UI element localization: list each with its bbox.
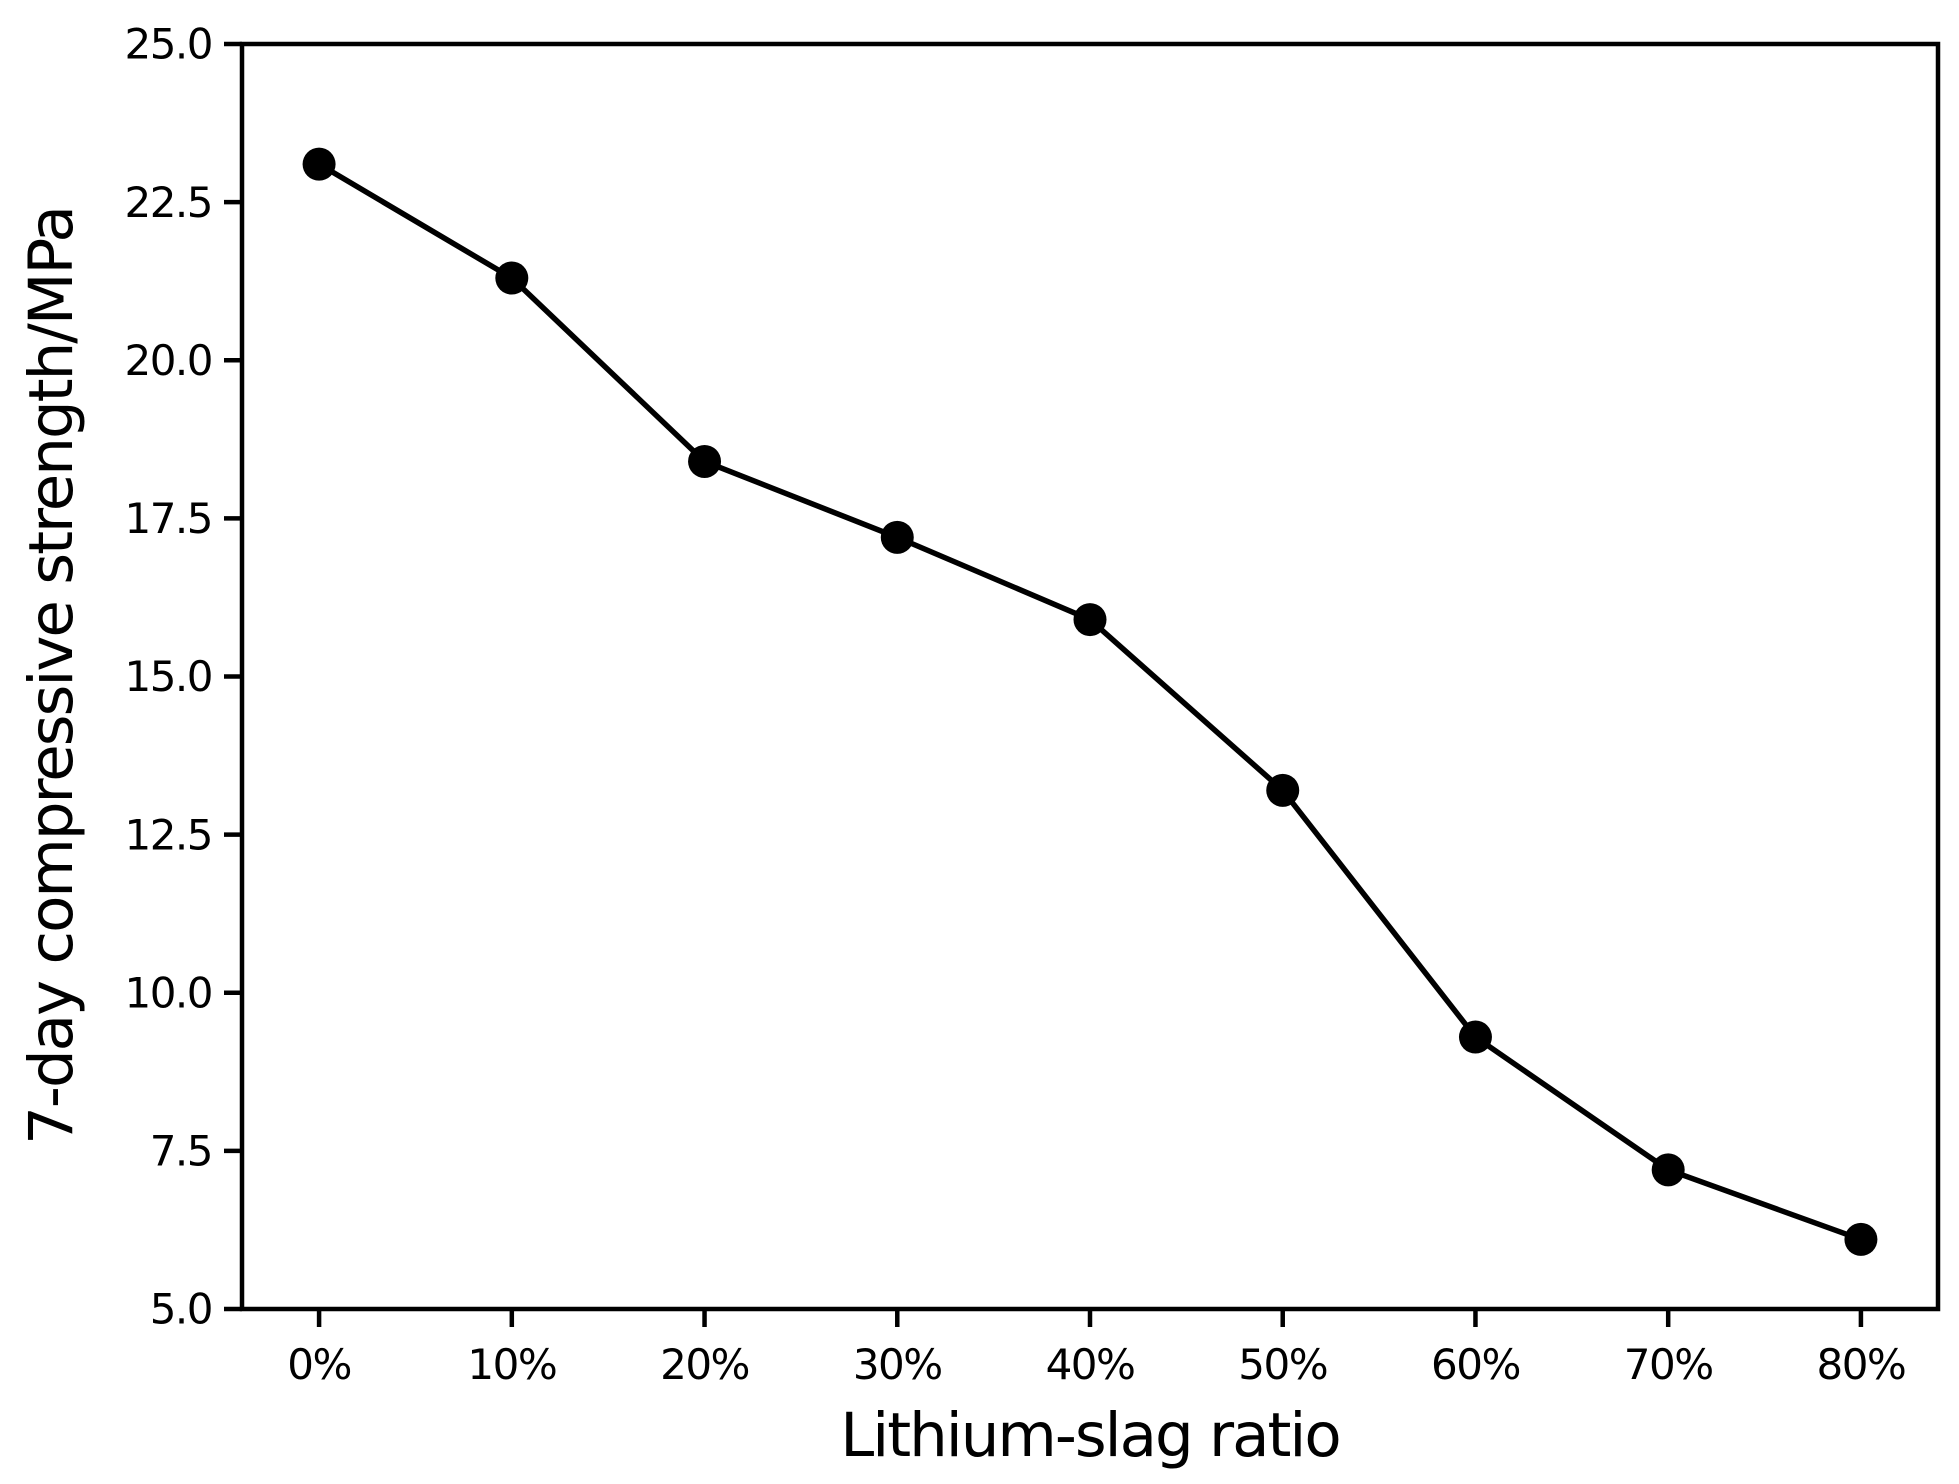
- x-axis-label: Lithium-slag ratio: [840, 1400, 1339, 1471]
- y-tick-label: 12.5: [124, 810, 212, 859]
- x-tick-label: 50%: [1238, 1340, 1327, 1389]
- x-tick-label: 60%: [1431, 1340, 1520, 1389]
- data-point: [688, 444, 722, 478]
- y-tick-label: 25.0: [124, 20, 212, 69]
- data-point: [1073, 603, 1107, 637]
- x-tick-label: 30%: [853, 1340, 942, 1389]
- data-point: [1458, 1020, 1492, 1054]
- y-tick-label: 10.0: [124, 968, 212, 1017]
- x-tick-label: 0%: [287, 1340, 351, 1389]
- y-tick-label: 15.0: [124, 652, 212, 701]
- axes-spines: [239, 41, 1941, 1312]
- data-point: [1651, 1153, 1685, 1187]
- y-tick-label: 20.0: [124, 336, 212, 385]
- x-tick-label: 70%: [1624, 1340, 1713, 1389]
- y-axis-label: 7-day compressive strength/MPa: [16, 207, 87, 1145]
- x-tick-label: 20%: [660, 1340, 749, 1389]
- x-tick-label: 80%: [1816, 1340, 1905, 1389]
- y-tick-label: 22.5: [124, 178, 212, 227]
- data-point: [302, 147, 336, 181]
- y-tick-label: 5.0: [150, 1285, 212, 1334]
- y-tick-label: 7.5: [150, 1127, 212, 1176]
- x-tick-label: 40%: [1046, 1340, 1135, 1389]
- data-point: [880, 520, 914, 554]
- x-tick-label: 10%: [467, 1340, 556, 1389]
- data-point: [495, 261, 529, 295]
- y-tick-label: 17.5: [124, 494, 212, 543]
- data-point: [1844, 1222, 1878, 1256]
- data-point: [1266, 773, 1300, 807]
